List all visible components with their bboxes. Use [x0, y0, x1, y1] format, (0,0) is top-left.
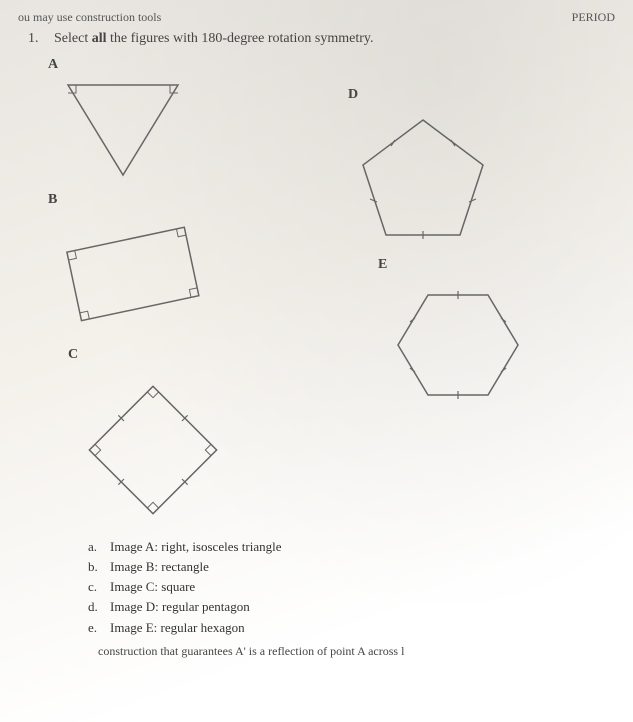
answer-letter: e.	[88, 618, 110, 638]
page-header: ou may use construction tools PERIOD	[18, 10, 615, 25]
question-number: 1.	[28, 31, 39, 46]
figure-e-label: E	[378, 257, 538, 273]
figure-b-label: B	[48, 192, 208, 208]
list-item: a.Image A: right, isosceles triangle	[88, 537, 615, 557]
answer-text: Image A: right, isosceles triangle	[110, 539, 281, 554]
question-text-pre: Select	[54, 31, 92, 46]
list-item: c.Image C: square	[88, 577, 615, 597]
figures-container: A B C	[18, 57, 615, 537]
figure-e: E	[378, 257, 538, 415]
figure-c: C	[68, 347, 238, 535]
pentagon-icon	[348, 105, 498, 245]
answer-text: Image B: rectangle	[110, 559, 209, 574]
answer-list: a.Image A: right, isosceles triangle b.I…	[88, 537, 615, 638]
figure-b: B	[48, 192, 208, 340]
answer-letter: b.	[88, 557, 110, 577]
answer-letter: d.	[88, 597, 110, 617]
triangle-icon	[48, 75, 198, 185]
header-left: ou may use construction tools	[18, 10, 161, 25]
answer-text: Image E: regular hexagon	[110, 620, 245, 635]
answer-letter: a.	[88, 537, 110, 557]
figure-d: D	[348, 87, 498, 245]
list-item: e.Image E: regular hexagon	[88, 618, 615, 638]
hexagon-icon	[378, 275, 538, 415]
header-right: PERIOD	[572, 10, 615, 25]
answer-text: Image C: square	[110, 579, 195, 594]
figure-d-label: D	[348, 87, 498, 103]
footer-fragment: construction that guarantees A' is a ref…	[98, 644, 615, 659]
question-text-post: the figures with 180-degree rotation sym…	[107, 31, 374, 46]
figure-c-label: C	[68, 347, 238, 363]
rectangle-icon	[48, 210, 208, 340]
answer-letter: c.	[88, 577, 110, 597]
question-prompt: 1. Select all the figures with 180-degre…	[28, 31, 615, 47]
question-bold: all	[92, 31, 107, 46]
figure-a-label: A	[48, 57, 198, 73]
list-item: d.Image D: regular pentagon	[88, 597, 615, 617]
answer-text: Image D: regular pentagon	[110, 599, 250, 614]
list-item: b.Image B: rectangle	[88, 557, 615, 577]
figure-a: A	[48, 57, 198, 185]
square-icon	[68, 365, 238, 535]
